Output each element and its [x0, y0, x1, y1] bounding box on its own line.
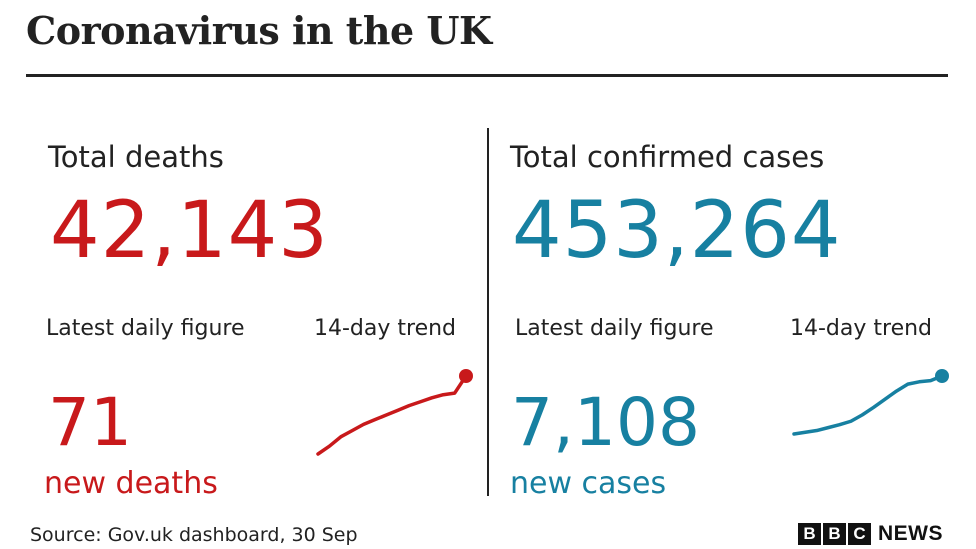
deaths-trend-label: 14-day trend — [314, 316, 457, 341]
bbc-news-logo: B B C NEWS — [798, 522, 943, 546]
bbc-letter-3: C — [848, 523, 871, 545]
deaths-total: 42,143 — [50, 186, 329, 276]
cases-trend-label: 14-day trend — [790, 316, 933, 341]
cases-trend-chart — [792, 369, 949, 436]
cases-daily-label: Latest daily figure — [515, 316, 714, 341]
deaths-trend-endpoint — [459, 369, 473, 383]
panel-divider — [487, 128, 489, 496]
deaths-daily-label: Latest daily figure — [46, 316, 245, 341]
cases-heading: Total confirmed cases — [510, 140, 825, 174]
deaths-daily-value: 71 — [48, 384, 132, 461]
title-divider — [26, 74, 948, 77]
page-title: Coronavirus in the UK — [26, 8, 492, 53]
bbc-letter-1: B — [798, 523, 821, 545]
deaths-daily-unit: new deaths — [44, 466, 218, 501]
deaths-heading: Total deaths — [48, 140, 224, 174]
cases-trend-endpoint — [935, 369, 949, 383]
bbc-letter-2: B — [823, 523, 846, 545]
source-note: Source: Gov.uk dashboard, 30 Sep — [30, 524, 358, 546]
cases-daily-unit: new cases — [510, 466, 667, 501]
cases-total: 453,264 — [512, 186, 842, 276]
deaths-trend-chart — [316, 369, 473, 456]
cases-trend-line — [792, 374, 944, 436]
cases-daily-value: 7,108 — [511, 384, 700, 461]
deaths-trend-line — [316, 374, 468, 456]
bbc-news-wordmark: NEWS — [878, 522, 943, 545]
